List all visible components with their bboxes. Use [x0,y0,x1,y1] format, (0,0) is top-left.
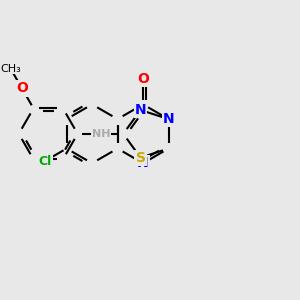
Text: O: O [16,82,28,95]
Text: NH: NH [92,129,110,139]
Text: Cl: Cl [38,154,52,167]
Text: S: S [136,151,146,165]
Text: N: N [137,156,149,170]
Text: N: N [163,112,174,126]
Text: O: O [137,72,149,86]
Text: N: N [135,103,146,117]
Text: CH₃: CH₃ [0,64,21,74]
